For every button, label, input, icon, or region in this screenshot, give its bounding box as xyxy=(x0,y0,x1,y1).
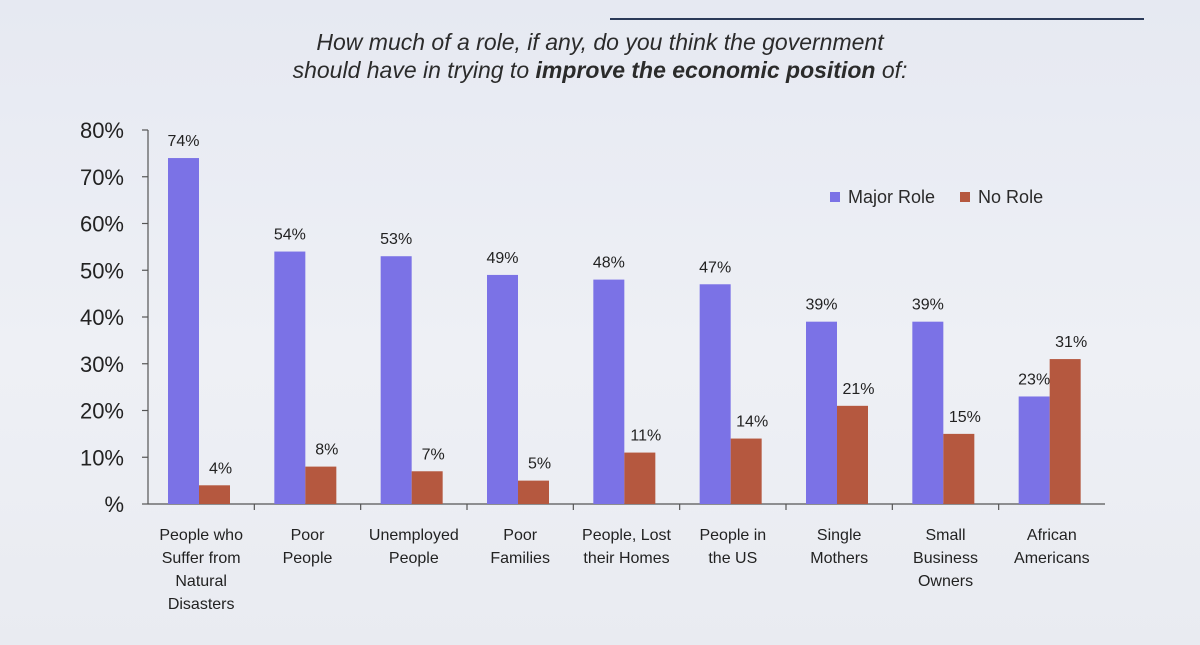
data-label: 54% xyxy=(274,227,306,244)
category-label: the US xyxy=(708,550,757,567)
category-label: Small xyxy=(925,527,965,544)
data-label: 49% xyxy=(486,250,518,267)
bar-major-role xyxy=(593,279,625,504)
bar-major-role xyxy=(380,256,412,504)
data-label: 7% xyxy=(422,446,445,463)
legend: Major Role No Role xyxy=(830,186,1063,208)
category-label: Families xyxy=(490,550,550,567)
data-label: 15% xyxy=(949,409,981,426)
title-tail: of: xyxy=(875,57,908,83)
title-line-1: How much of a role, if any, do you think… xyxy=(316,29,884,55)
bar-major-role xyxy=(1018,396,1050,504)
data-label: 48% xyxy=(593,255,625,272)
bar-major-role xyxy=(168,158,199,505)
y-tick-label: 80% xyxy=(80,118,124,143)
bar-no-role xyxy=(1049,359,1081,504)
category-label: African xyxy=(1027,527,1077,544)
data-label: 39% xyxy=(805,297,837,314)
data-label: 5% xyxy=(528,456,551,473)
bar-major-role xyxy=(274,251,306,504)
y-tick-label: % xyxy=(104,492,124,517)
bar-no-role xyxy=(518,480,549,504)
category-label: Poor xyxy=(503,527,537,544)
data-label: 31% xyxy=(1055,334,1087,351)
bar-no-role xyxy=(411,471,443,504)
category-label: People who xyxy=(159,527,243,544)
category-label: Single xyxy=(817,527,862,544)
y-tick-label: 50% xyxy=(80,258,124,283)
category-label: Owners xyxy=(918,573,973,590)
legend-label-no-role: No Role xyxy=(978,186,1044,207)
legend-item-major-role: Major Role xyxy=(830,187,935,208)
bar-major-role xyxy=(806,321,837,504)
y-tick-label: 70% xyxy=(80,165,124,190)
data-label: 53% xyxy=(380,231,412,248)
title-line-2: should have in trying to improve the eco… xyxy=(180,56,1020,84)
category-label: People xyxy=(389,550,439,567)
data-label: 23% xyxy=(1018,371,1050,388)
data-label: 47% xyxy=(699,259,731,276)
data-label: 11% xyxy=(630,428,661,445)
data-label: 21% xyxy=(842,381,874,398)
y-tick-label: 40% xyxy=(80,305,124,330)
category-label: Suffer from xyxy=(162,550,241,567)
bar-no-role xyxy=(730,438,762,504)
bar-major-role xyxy=(912,321,944,504)
category-label: Mothers xyxy=(810,550,868,567)
y-tick-label: 60% xyxy=(80,212,124,237)
bar-major-role xyxy=(487,274,518,504)
category-label: People in xyxy=(699,527,766,544)
category-label: Natural xyxy=(175,573,227,590)
chart-title: How much of a role, if any, do you think… xyxy=(180,28,1020,84)
y-tick-label: 10% xyxy=(80,445,124,470)
bar-no-role xyxy=(837,405,868,504)
legend-swatch-major-role xyxy=(830,192,840,202)
data-label: 8% xyxy=(315,442,338,459)
legend-item-no-role: No Role xyxy=(960,187,1043,208)
legend-swatch-no-role xyxy=(960,192,971,202)
category-label: People, Lost xyxy=(582,527,672,544)
category-label: Poor xyxy=(291,527,325,544)
y-tick-label: 20% xyxy=(80,399,124,424)
header-rule xyxy=(610,18,1144,20)
category-label: Americans xyxy=(1014,550,1090,567)
title-bold: improve the economic position xyxy=(535,57,876,83)
data-label: 4% xyxy=(209,460,232,477)
bar-major-role xyxy=(699,284,731,504)
category-label: People xyxy=(283,550,333,567)
bar-no-role xyxy=(305,466,337,504)
category-label: Disasters xyxy=(168,596,235,613)
bar-no-role xyxy=(624,452,656,504)
title-line-2-start: should have in trying to xyxy=(292,57,536,83)
category-label: Business xyxy=(913,550,978,567)
data-label: 74% xyxy=(167,133,199,150)
bar-no-role xyxy=(199,485,230,504)
data-label: 39% xyxy=(912,297,944,314)
y-tick-label: 30% xyxy=(80,352,124,377)
bar-no-role xyxy=(943,433,975,504)
legend-label-major-role: Major Role xyxy=(848,186,936,207)
category-label: Unemployed xyxy=(369,527,459,544)
data-label: 14% xyxy=(736,414,768,431)
category-label: their Homes xyxy=(583,550,669,567)
